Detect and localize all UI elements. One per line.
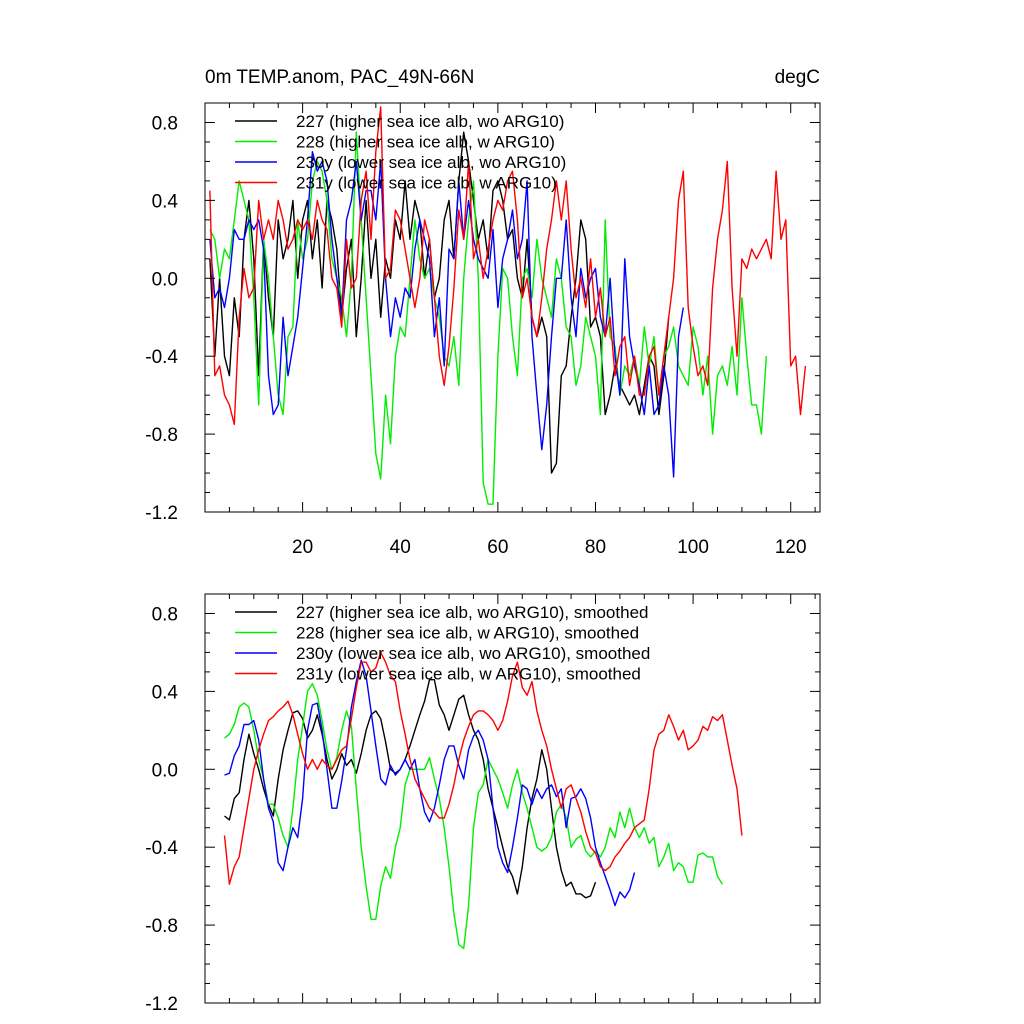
legend-label: 228 (higher sea ice alb, w ARG10), smoot… xyxy=(296,624,639,643)
legend-label: 231y (lower sea ice alb, w ARG10) xyxy=(296,174,557,193)
y-tick-label: -1.2 xyxy=(145,994,178,1015)
x-tick-label: 60 xyxy=(487,537,508,558)
series-line-2 xyxy=(209,150,684,478)
series-line-3 xyxy=(223,651,743,885)
legend-label: 230y (lower sea ice alb, wo ARG10) xyxy=(296,153,566,172)
legend: 227 (higher sea ice alb, wo ARG10), smoo… xyxy=(235,603,650,684)
y-tick-label: -0.8 xyxy=(145,425,178,446)
plot-frame xyxy=(204,593,821,1004)
series-group xyxy=(223,651,743,950)
series-line-0 xyxy=(209,131,670,474)
top-chart-panel: 0m TEMP.anom, PAC_49N-66N degC 0.8 0.4 0.0… xyxy=(145,67,821,558)
chart-title: 0m TEMP.anom, PAC_49N-66N xyxy=(205,67,474,88)
y-tick-label: -0.8 xyxy=(145,916,178,937)
legend-label: 231y (lower sea ice alb, w ARG10), smoot… xyxy=(296,665,641,684)
series-line-2 xyxy=(224,659,636,907)
y-tick-label: 0.0 xyxy=(152,760,178,781)
y-tick-label: 0.8 xyxy=(152,113,178,134)
plot-frame xyxy=(204,102,821,513)
series-line-0 xyxy=(224,679,597,899)
y-tick-label: 0.4 xyxy=(152,191,179,212)
legend: 227 (higher sea ice alb, wo ARG10) 228 (h… xyxy=(235,112,566,193)
legend-label: 228 (higher sea ice alb, w ARG10) xyxy=(296,133,555,152)
x-tick-label: 40 xyxy=(390,537,411,558)
x-tick-label: 80 xyxy=(585,537,606,558)
series-line-3 xyxy=(209,106,807,426)
series-group xyxy=(209,106,807,505)
y-tick-label: 0.0 xyxy=(152,269,178,290)
y-tick-label: 0.8 xyxy=(152,604,178,625)
bottom-chart-panel: 0.8 0.4 0.0 -0.4 -0.8 -1.2 227 (higher sea ice… xyxy=(145,593,821,1015)
y-tick-label: 0.4 xyxy=(152,682,179,703)
legend-label: 227 (higher sea ice alb, wo ARG10), smoo… xyxy=(296,603,648,622)
series-line-1 xyxy=(209,131,767,505)
legend-label: 230y (lower sea ice alb, wo ARG10), smoo… xyxy=(296,644,650,663)
x-tick-label: 100 xyxy=(677,537,709,558)
chart-units: degC xyxy=(775,67,820,88)
y-tick-label: -0.4 xyxy=(145,347,178,368)
y-tick-label: -1.2 xyxy=(145,503,178,524)
y-tick-label: -0.4 xyxy=(145,838,178,859)
x-tick-label: 20 xyxy=(292,537,313,558)
x-tick-label: 120 xyxy=(775,537,807,558)
legend-label: 227 (higher sea ice alb, wo ARG10) xyxy=(296,112,564,131)
series-line-1 xyxy=(224,682,723,950)
